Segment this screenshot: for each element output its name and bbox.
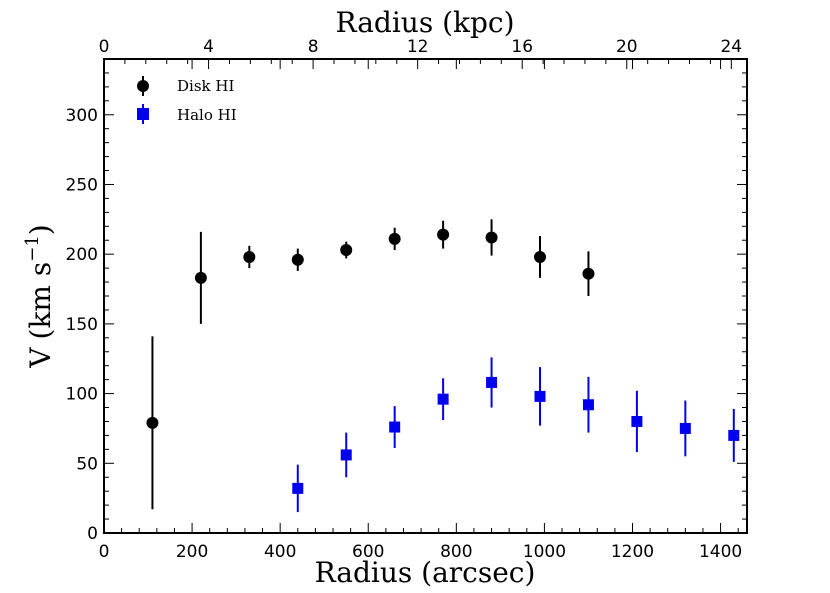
halo-point	[389, 421, 401, 433]
y-axis-label: V (km s−1)	[22, 224, 57, 368]
x-tick-label: 1200	[611, 542, 654, 562]
y-axis-label-close: )	[24, 224, 57, 235]
axis-ticks: 0 200 400 600 800 1000 1200 1400 0 4 8 12 16 20 24 0 50 1…	[66, 37, 747, 562]
data-points	[146, 219, 740, 513]
legend-halo-marker	[137, 108, 149, 120]
x-tick-label: 400	[264, 542, 296, 562]
top-x-tick-label: 0	[99, 37, 110, 57]
y-tick-label: 150	[66, 315, 98, 335]
x-tick-label: 200	[176, 542, 208, 562]
x-axis-label: Radius (arcsec)	[315, 556, 536, 589]
legend-disk-label: Disk HI	[177, 77, 234, 95]
y-axis-label-exponent: −1	[22, 235, 43, 262]
disk-point	[388, 232, 401, 245]
y-tick-label: 0	[87, 524, 98, 544]
halo-point	[486, 376, 498, 388]
x-tick-label: 1000	[523, 542, 566, 562]
legend-disk-marker	[137, 80, 149, 92]
disk-point	[146, 416, 159, 429]
halo-point	[437, 393, 449, 405]
disk-point	[291, 253, 304, 266]
disk-point	[194, 271, 207, 284]
disk-point	[437, 228, 450, 241]
x-tick-label: 800	[440, 542, 472, 562]
top-x-tick-label: 4	[203, 37, 214, 57]
top-x-tick-label: 16	[511, 37, 533, 57]
halo-point	[582, 399, 594, 411]
disk-point	[485, 231, 498, 244]
legend-halo-label: Halo HI	[177, 106, 237, 124]
halo-point	[292, 482, 304, 494]
disk-point	[243, 250, 256, 263]
top-x-tick-label: 8	[308, 37, 319, 57]
top-x-axis-label: Radius (kpc)	[335, 6, 514, 39]
halo-point	[340, 449, 352, 461]
y-axis-label-main: V	[24, 347, 57, 369]
y-tick-label: 300	[66, 106, 98, 126]
halo-point	[631, 415, 643, 427]
halo-point	[679, 422, 691, 434]
legend: Disk HI Halo HI	[137, 76, 237, 124]
y-tick-label: 250	[66, 175, 98, 195]
disk-point	[534, 250, 547, 263]
halo-point	[728, 429, 740, 441]
y-tick-label: 200	[66, 245, 98, 265]
x-tick-label: 600	[352, 542, 384, 562]
y-axis-label-units: (km s	[24, 262, 57, 340]
halo-point	[534, 390, 546, 402]
x-tick-label: 1400	[699, 542, 742, 562]
disk-point	[582, 267, 595, 280]
top-x-tick-label: 20	[616, 37, 638, 57]
disk-point	[340, 243, 353, 256]
top-x-tick-label: 12	[407, 37, 429, 57]
plot-frame	[103, 58, 748, 534]
top-x-tick-label: 24	[720, 37, 742, 57]
y-tick-label: 100	[66, 385, 98, 405]
y-tick-label: 50	[76, 454, 98, 474]
x-tick-label: 0	[99, 542, 110, 562]
